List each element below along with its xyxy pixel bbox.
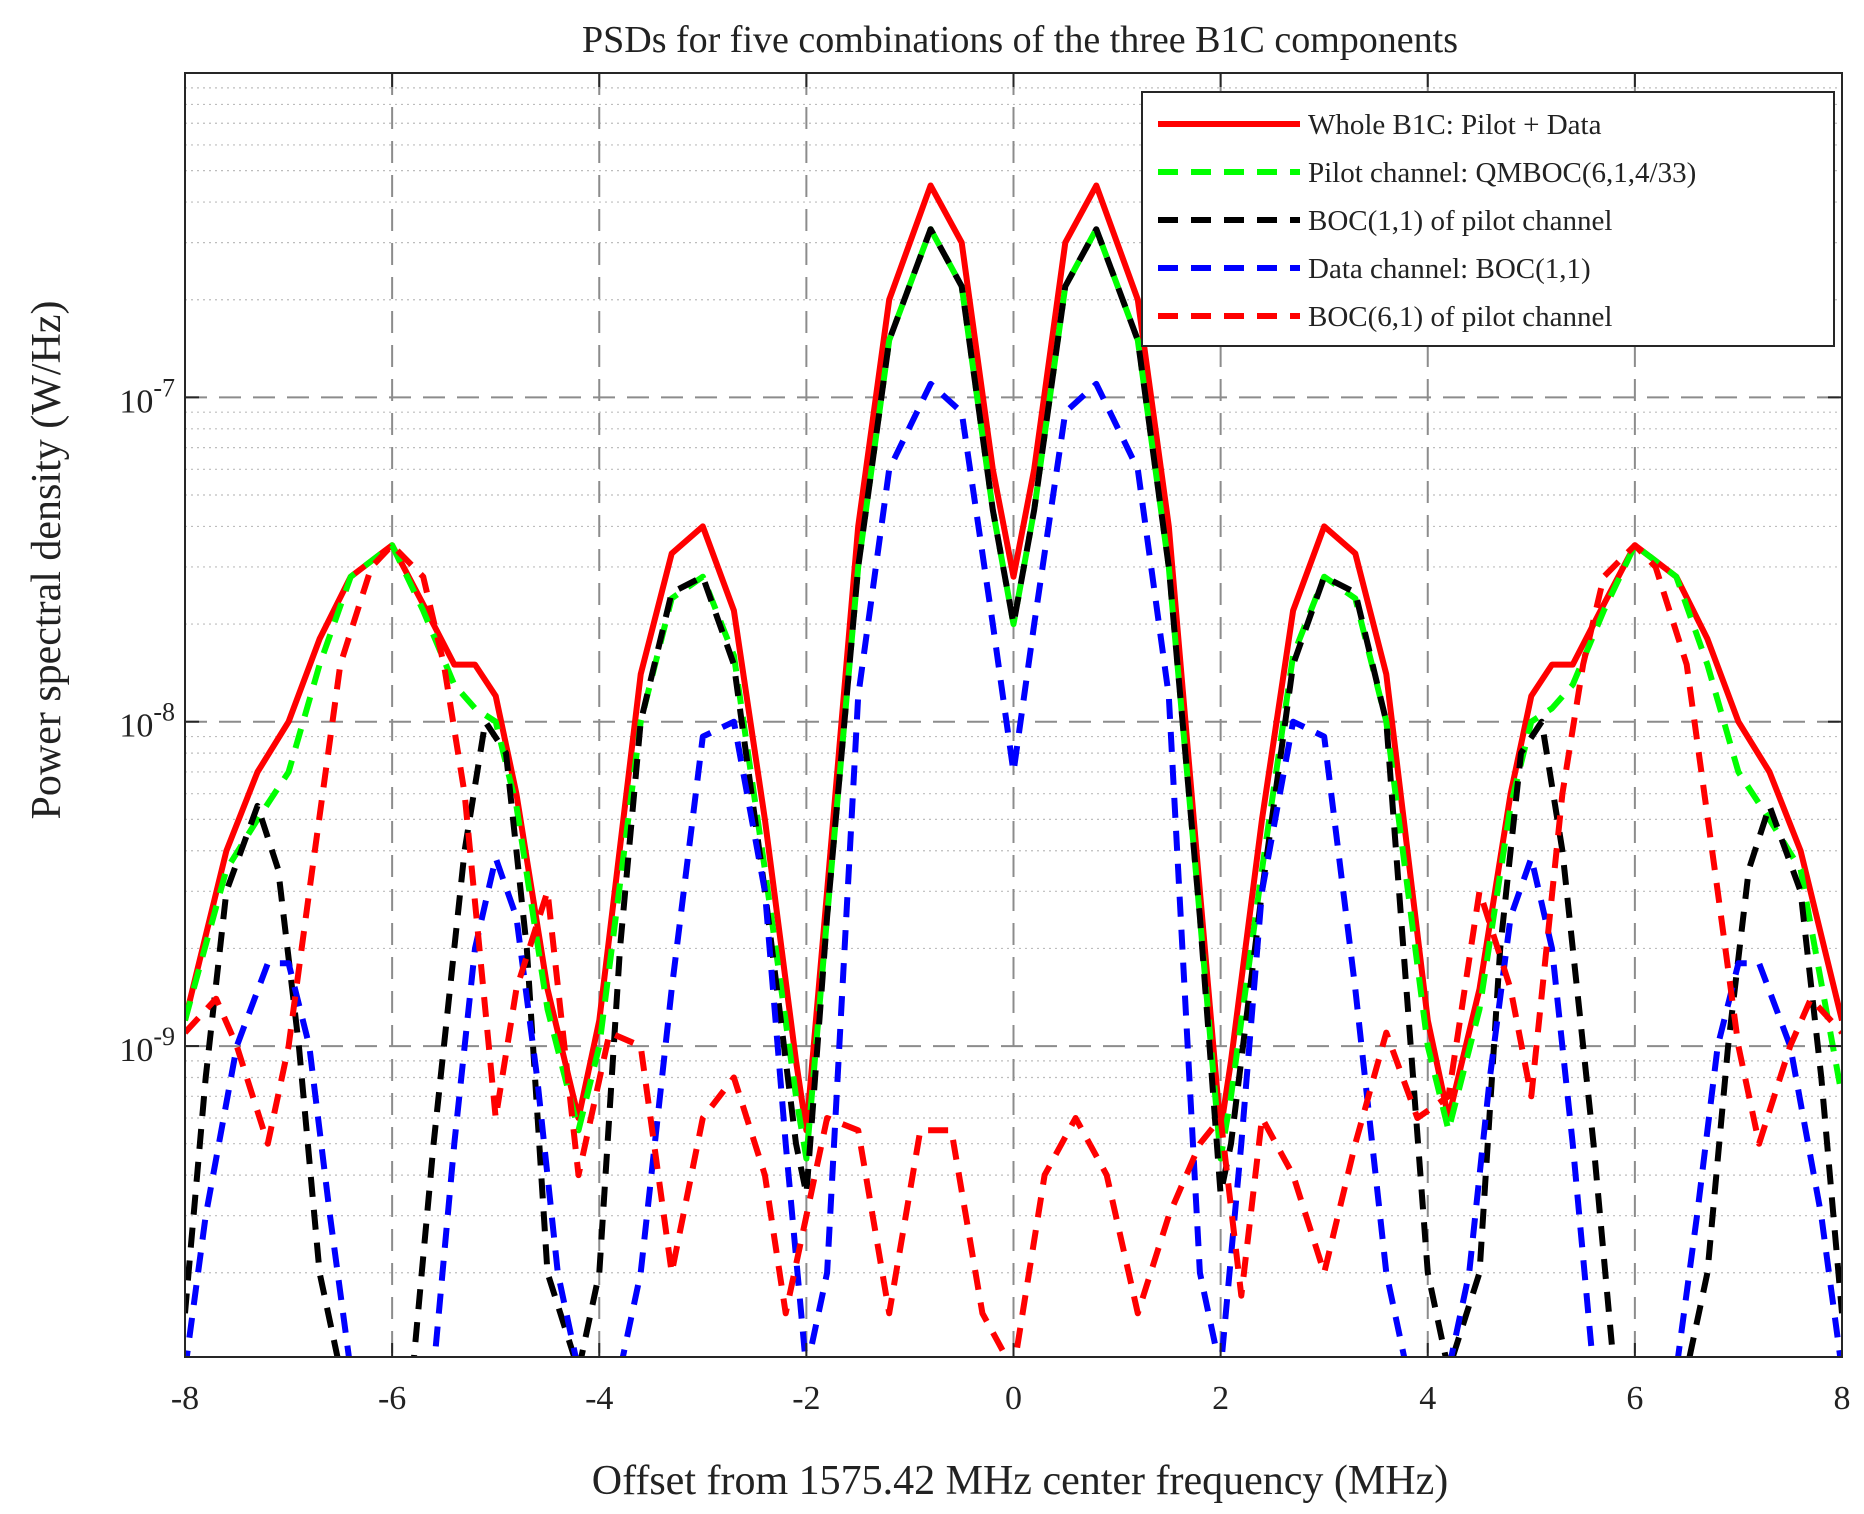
- legend-label-2: Pilot channel: QMBOC(6,1,4/33): [1308, 157, 1696, 189]
- y-axis-label: Power spectral density (W/Hz): [24, 301, 70, 820]
- legend-label-1: Whole B1C: Pilot + Data: [1308, 109, 1602, 141]
- series-line-4: [185, 380, 1842, 1357]
- x-tick-label: -8: [171, 1380, 199, 1417]
- legend-label-4: Data channel: BOC(1,1): [1308, 253, 1591, 285]
- series-line-3: [185, 226, 1842, 1357]
- y-tick-label: 10-7: [119, 373, 175, 420]
- x-tick-label: 2: [1212, 1380, 1229, 1417]
- x-tick-label: 6: [1626, 1380, 1643, 1417]
- legend: Whole B1C: Pilot + Data Pilot channel: QM…: [1141, 91, 1835, 347]
- x-axis-label: Offset from 1575.42 MHz center frequency…: [592, 1458, 1448, 1504]
- legend-label-3: BOC(1,1) of pilot channel: [1308, 205, 1612, 237]
- x-tick-label: -2: [792, 1380, 820, 1417]
- series-line-2: [185, 226, 1842, 1162]
- legend-label-5: BOC(6,1) of pilot channel: [1308, 301, 1612, 333]
- y-tick-labels: 10-9 10-8 10-7: [119, 373, 175, 1069]
- series-line-5: [185, 542, 1842, 1357]
- y-tick-label: 10-9: [119, 1022, 175, 1069]
- x-tick-label: -6: [378, 1380, 406, 1417]
- chart-title: PSDs for five combinations of the three …: [582, 19, 1458, 61]
- y-tick-label: 10-8: [119, 698, 175, 745]
- x-tick-label: 0: [1005, 1380, 1022, 1417]
- series-layer: [185, 182, 1842, 1357]
- x-tick-label: 4: [1419, 1380, 1436, 1417]
- axis-ticks: [184, 73, 1843, 1357]
- series-line-1: [185, 182, 1842, 1134]
- x-tick-label: -4: [585, 1380, 613, 1417]
- x-tick-labels: -8 -6 -4 -2 0 2 4 6 8: [171, 1380, 1851, 1417]
- x-tick-label: 8: [1834, 1380, 1851, 1417]
